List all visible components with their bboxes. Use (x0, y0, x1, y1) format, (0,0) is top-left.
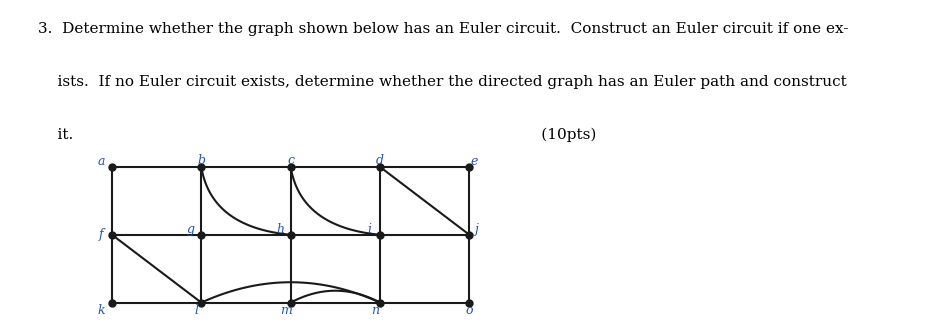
Text: 3.  Determine whether the graph shown below has an Euler circuit.  Construct an : 3. Determine whether the graph shown bel… (38, 23, 847, 37)
Text: l: l (194, 304, 199, 317)
Text: d: d (376, 154, 384, 166)
Text: h: h (276, 223, 284, 236)
Text: m: m (280, 304, 292, 317)
Text: k: k (97, 304, 105, 317)
Text: c: c (287, 154, 294, 166)
Text: o: o (466, 304, 472, 317)
Text: f: f (99, 228, 104, 241)
Text: a: a (97, 155, 105, 168)
Text: j: j (474, 223, 478, 236)
Text: i: i (367, 223, 371, 236)
Text: ists.  If no Euler circuit exists, determine whether the directed graph has an E: ists. If no Euler circuit exists, determ… (38, 75, 846, 89)
Text: g: g (187, 223, 194, 236)
Text: it.                                                                             : it. (38, 128, 596, 142)
Text: b: b (197, 154, 205, 166)
Text: e: e (469, 155, 477, 168)
Text: n: n (371, 304, 379, 317)
